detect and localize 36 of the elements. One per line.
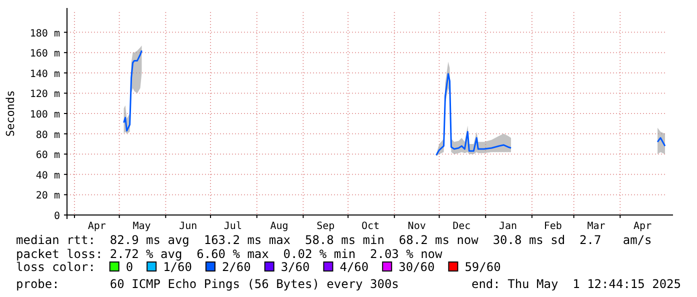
legend-label: 3/60: [280, 260, 310, 274]
x-tick-label: Apr: [88, 221, 106, 232]
y-tick-label: 0: [54, 211, 60, 222]
text: packet loss: 2.72 % avg 6.60 % max 0.02 % min 2.03 % now: [16, 247, 444, 261]
legend-label: 30/60: [398, 260, 435, 274]
text: median rtt: 82.9 ms avg 163.2 ms max 58.8 ms min 68.2 ms now 30.8 ms sd 2.7 am/s: [16, 233, 652, 247]
x-tick-label: May: [132, 221, 151, 232]
y-tick-label: 100 m: [30, 110, 60, 120]
legend-label: 0: [126, 260, 134, 274]
x-tick-label: Feb: [544, 221, 562, 232]
y-axis-title: Seconds: [4, 90, 17, 137]
x-tick-label: Oct: [361, 221, 380, 232]
legend-title: loss color:: [16, 260, 96, 274]
y-tick-label: 140 m: [30, 68, 60, 80]
text: probe: 60 ICMP Echo Pings (56 Bytes) every 300s: [16, 277, 399, 291]
legend-label: 59/60: [464, 260, 501, 274]
x-tick-label: Sep: [316, 221, 335, 232]
x-tick-label: Jun: [179, 221, 198, 232]
x-tick-label: Aug: [270, 221, 288, 232]
legend-label: 1/60: [163, 260, 192, 274]
x-tick-label: Dec: [452, 221, 471, 232]
x-tick-label: Nov: [408, 221, 426, 232]
text: end: Thu May 1 12:44:15 2025: [471, 277, 681, 291]
y-tick-label: 60 m: [36, 150, 60, 162]
legend-label: 2/60: [222, 260, 251, 274]
y-tick-label: 160 m: [30, 48, 60, 60]
y-tick-label: 80 m: [36, 130, 60, 141]
x-tick-label: Jul: [224, 221, 242, 232]
x-tick-label: Jan: [498, 221, 518, 232]
y-tick-label: 180 m: [30, 28, 60, 40]
y-tick-label: 120 m: [30, 89, 60, 100]
y-tick-label: 40 m: [36, 170, 60, 182]
legend-label: 4/60: [340, 260, 369, 274]
x-tick-label: Mar: [587, 221, 606, 232]
y-tick-label: 20 m: [36, 190, 60, 202]
x-tick-label: Apr: [634, 221, 652, 232]
